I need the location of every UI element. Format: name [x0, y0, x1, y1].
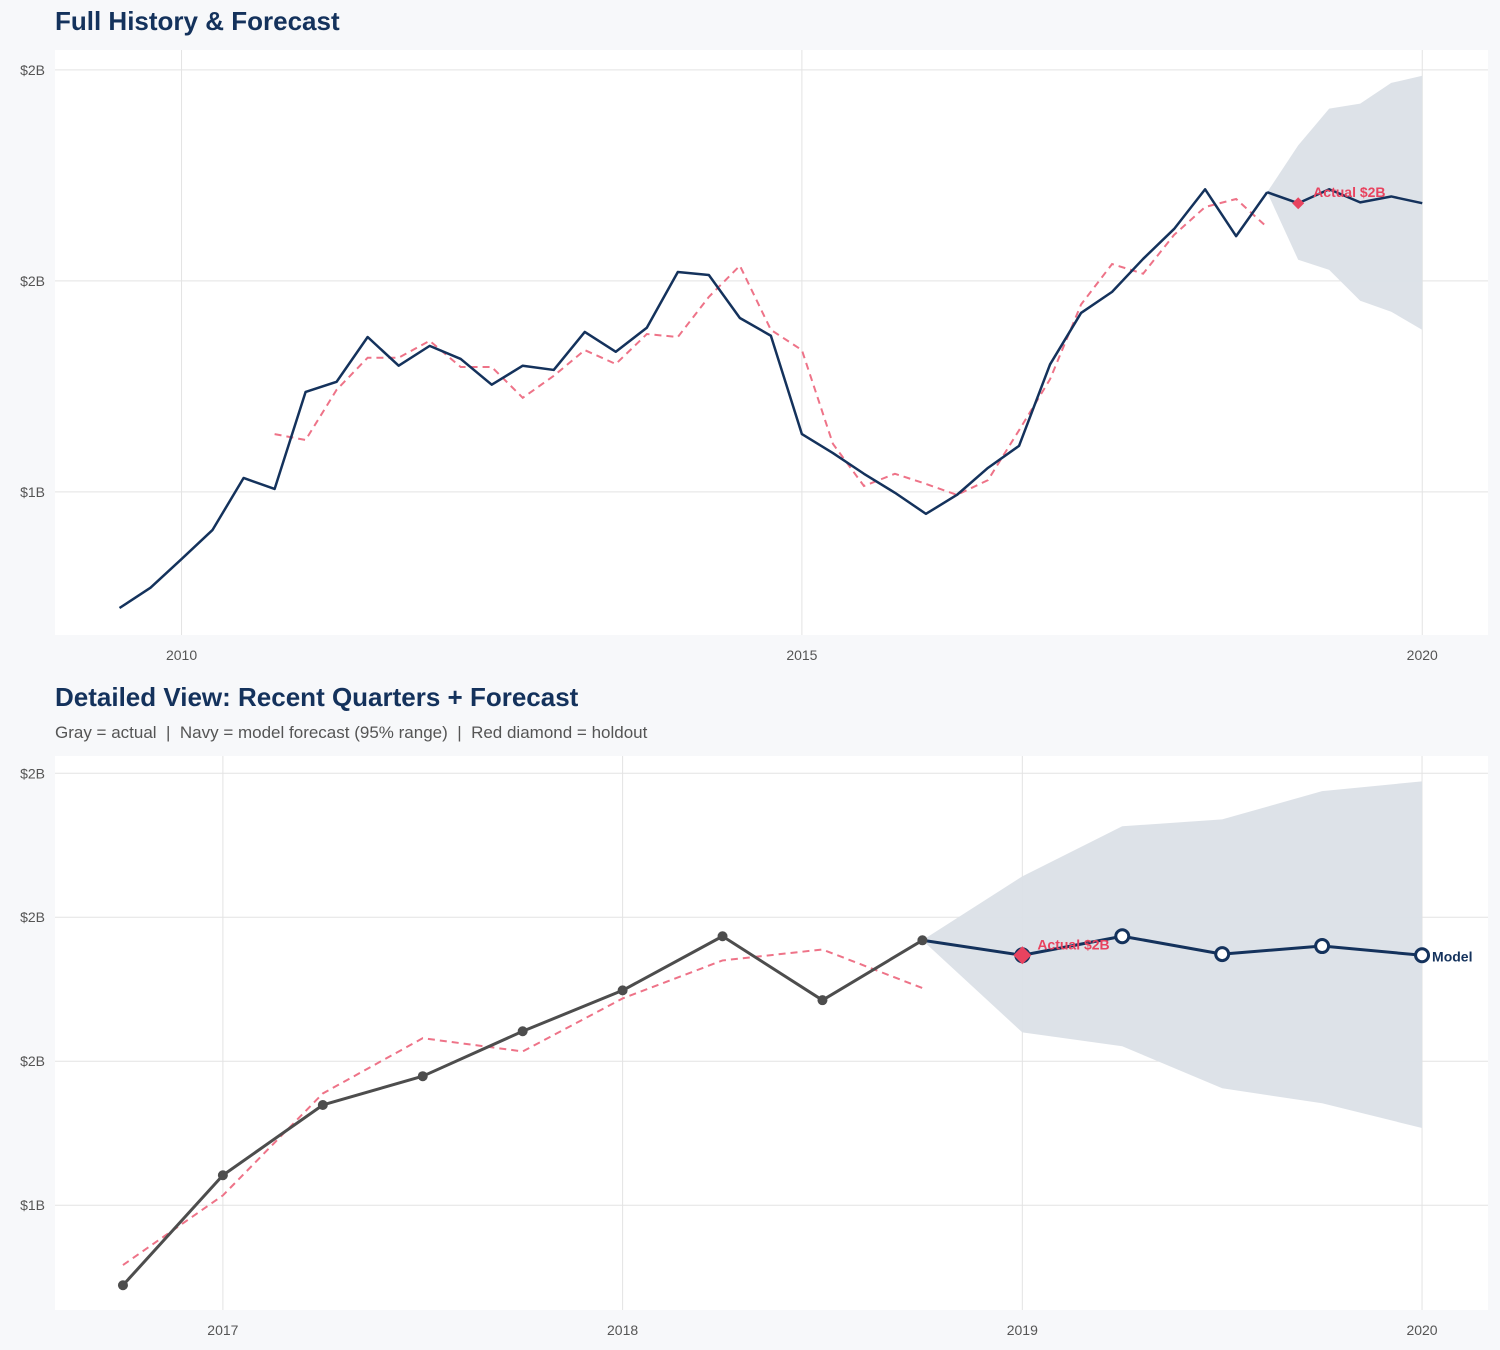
actual-point	[417, 1071, 428, 1082]
x-tick-label: 2018	[607, 1322, 638, 1338]
actual-point	[917, 935, 928, 946]
forecast-point	[1314, 938, 1331, 955]
x-tick-label: 2020	[1407, 647, 1438, 663]
fitted-line	[274, 197, 1268, 496]
holdout-diamond	[1292, 197, 1305, 210]
forecast-band	[922, 781, 1423, 1129]
forecast-line	[922, 934, 1423, 957]
y-tick-label: $2B	[20, 273, 45, 289]
actual-line	[118, 188, 1269, 610]
full-history-chart: $1B $2B $2B 2010 2015 2020 Actual $2B	[20, 50, 1488, 663]
y-tick-label: $2B	[20, 765, 45, 781]
chart-title-bottom: Detailed View: Recent Quarters + Forecas…	[55, 682, 579, 712]
actual-point	[317, 1099, 328, 1110]
x-tick-label: 2019	[1007, 1322, 1038, 1338]
y-tick-label: $1B	[20, 484, 45, 500]
fitted-line	[122, 948, 923, 1266]
actual-point	[517, 1026, 528, 1037]
actual-point	[617, 985, 628, 996]
forecast-label: Model	[1432, 948, 1472, 964]
forecast-point	[1214, 946, 1231, 963]
forecast-point	[1414, 947, 1431, 964]
actual-point	[717, 931, 728, 942]
forecast-band	[1267, 75, 1423, 330]
actual-point	[817, 995, 828, 1006]
forecast-point	[1114, 928, 1131, 945]
y-tick-label: $1B	[20, 1197, 45, 1213]
chart-subtitle: Gray = actual | Navy = model forecast (9…	[55, 723, 648, 742]
forecast-line	[1266, 188, 1423, 205]
plot-area	[55, 50, 1488, 635]
chart-title-top: Full History & Forecast	[55, 6, 340, 36]
x-tick-label: 2017	[207, 1322, 238, 1338]
x-tick-label: 2010	[166, 647, 197, 663]
holdout-label: Actual $2B	[1037, 936, 1109, 952]
actual-point	[217, 1170, 228, 1181]
y-tick-label: $2B	[20, 62, 45, 78]
x-tick-label: 2020	[1406, 1322, 1437, 1338]
x-tick-label: 2015	[786, 647, 817, 663]
holdout-label: Actual $2B	[1313, 184, 1385, 200]
holdout-diamond	[1013, 946, 1032, 965]
actual-point	[117, 1280, 128, 1291]
y-tick-label: $2B	[20, 1053, 45, 1069]
y-tick-label: $2B	[20, 909, 45, 925]
